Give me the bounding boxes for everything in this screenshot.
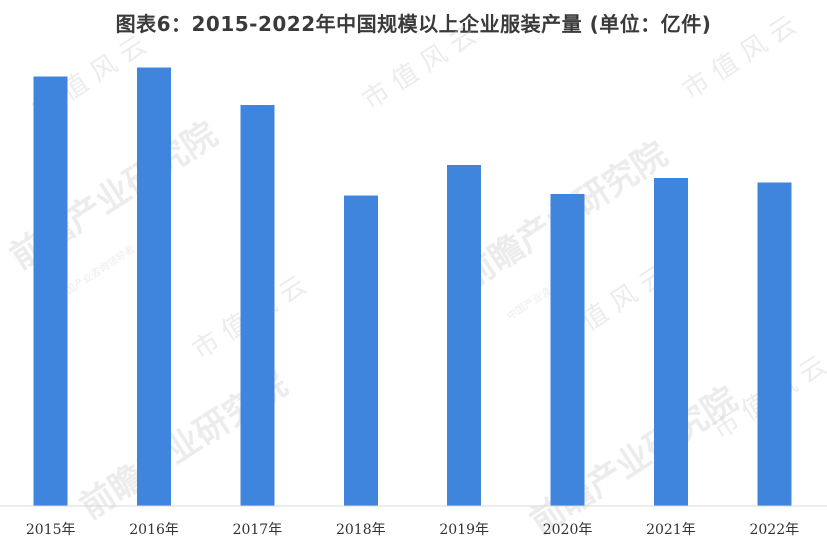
bars — [33, 67, 792, 507]
x-tick-label: 2015年 — [26, 522, 76, 538]
bar — [447, 164, 482, 506]
watermark-sub-text: 市 值 风 云 — [677, 11, 801, 106]
bar — [343, 195, 378, 506]
x-axis-tick-labels: 2015年 2016年 2017年 2018年 2019年 2020年 2021年 2022年 — [26, 522, 799, 538]
bar — [550, 194, 585, 506]
x-tick-label: 2019年 — [439, 522, 489, 538]
bar — [137, 67, 172, 506]
bar — [33, 76, 68, 506]
bar — [757, 182, 792, 507]
x-tick-label: 2016年 — [129, 522, 179, 538]
watermark-sub-text: 市 值 风 云 — [357, 21, 481, 116]
x-tick-label: 2022年 — [749, 522, 799, 538]
x-tick-label: 2018年 — [336, 522, 386, 538]
x-tick-label: 2020年 — [543, 522, 593, 538]
chart-title: 图表6：2015-2022年中国规模以上企业服装产量 (单位：亿件) — [115, 12, 712, 36]
x-tick-label: 2017年 — [233, 522, 283, 538]
bar — [240, 104, 275, 507]
watermark: 前瞻产业研究院 前瞻产业研究院 前瞻产业研究院 前瞻产业研究院 市 值 风 云 … — [3, 11, 827, 543]
bar — [653, 178, 688, 506]
x-tick-label: 2021年 — [646, 522, 696, 538]
